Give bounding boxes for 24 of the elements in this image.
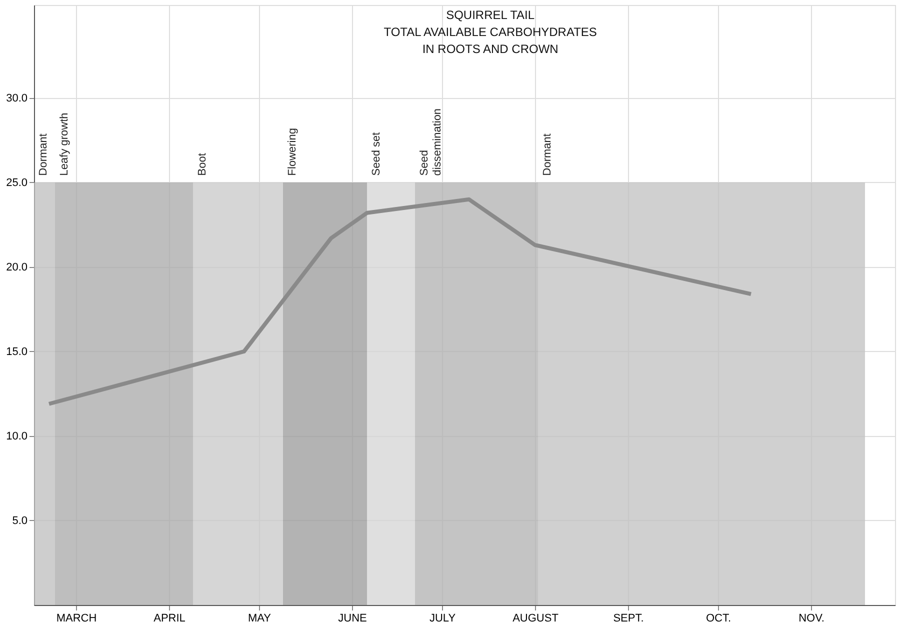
y-tick-label: 10.0 (6, 430, 28, 442)
x-tick-label: MARCH (56, 612, 97, 624)
y-tick-label: 30.0 (6, 92, 28, 104)
text: SQUIRREL TAIL TOTAL AVAILABLE CARBOHYDRATES IN ROOTS AND CROWN (384, 8, 597, 56)
y-tick-label: 15.0 (6, 346, 28, 358)
y-tick-label: 20.0 (6, 261, 28, 274)
band-label: Flowering (286, 128, 298, 176)
y-tick-label: 5.0 (12, 514, 28, 527)
x-tick-label: APRIL (154, 612, 186, 624)
band-label: Boot (196, 153, 208, 176)
line-series (47, 197, 753, 406)
x-tick-label: AUGUST (512, 612, 559, 624)
x-tick-label: JUNE (338, 612, 367, 624)
band-label: Dormant (37, 134, 50, 176)
band-label: Leafy growth (58, 112, 70, 176)
x-tick-label: JULY (429, 612, 456, 624)
x-tick-label: SEPT. (613, 612, 644, 624)
band-label: Seed set (370, 132, 382, 176)
x-tick-label: MAY (248, 612, 272, 624)
x-tick-label: OCT. (706, 612, 732, 624)
band-label: Dormant (541, 134, 554, 176)
y-tick-label: 25.0 (6, 176, 28, 189)
band-label: Seed dissemination (418, 108, 444, 176)
x-tick-label: NOV. (798, 612, 824, 624)
